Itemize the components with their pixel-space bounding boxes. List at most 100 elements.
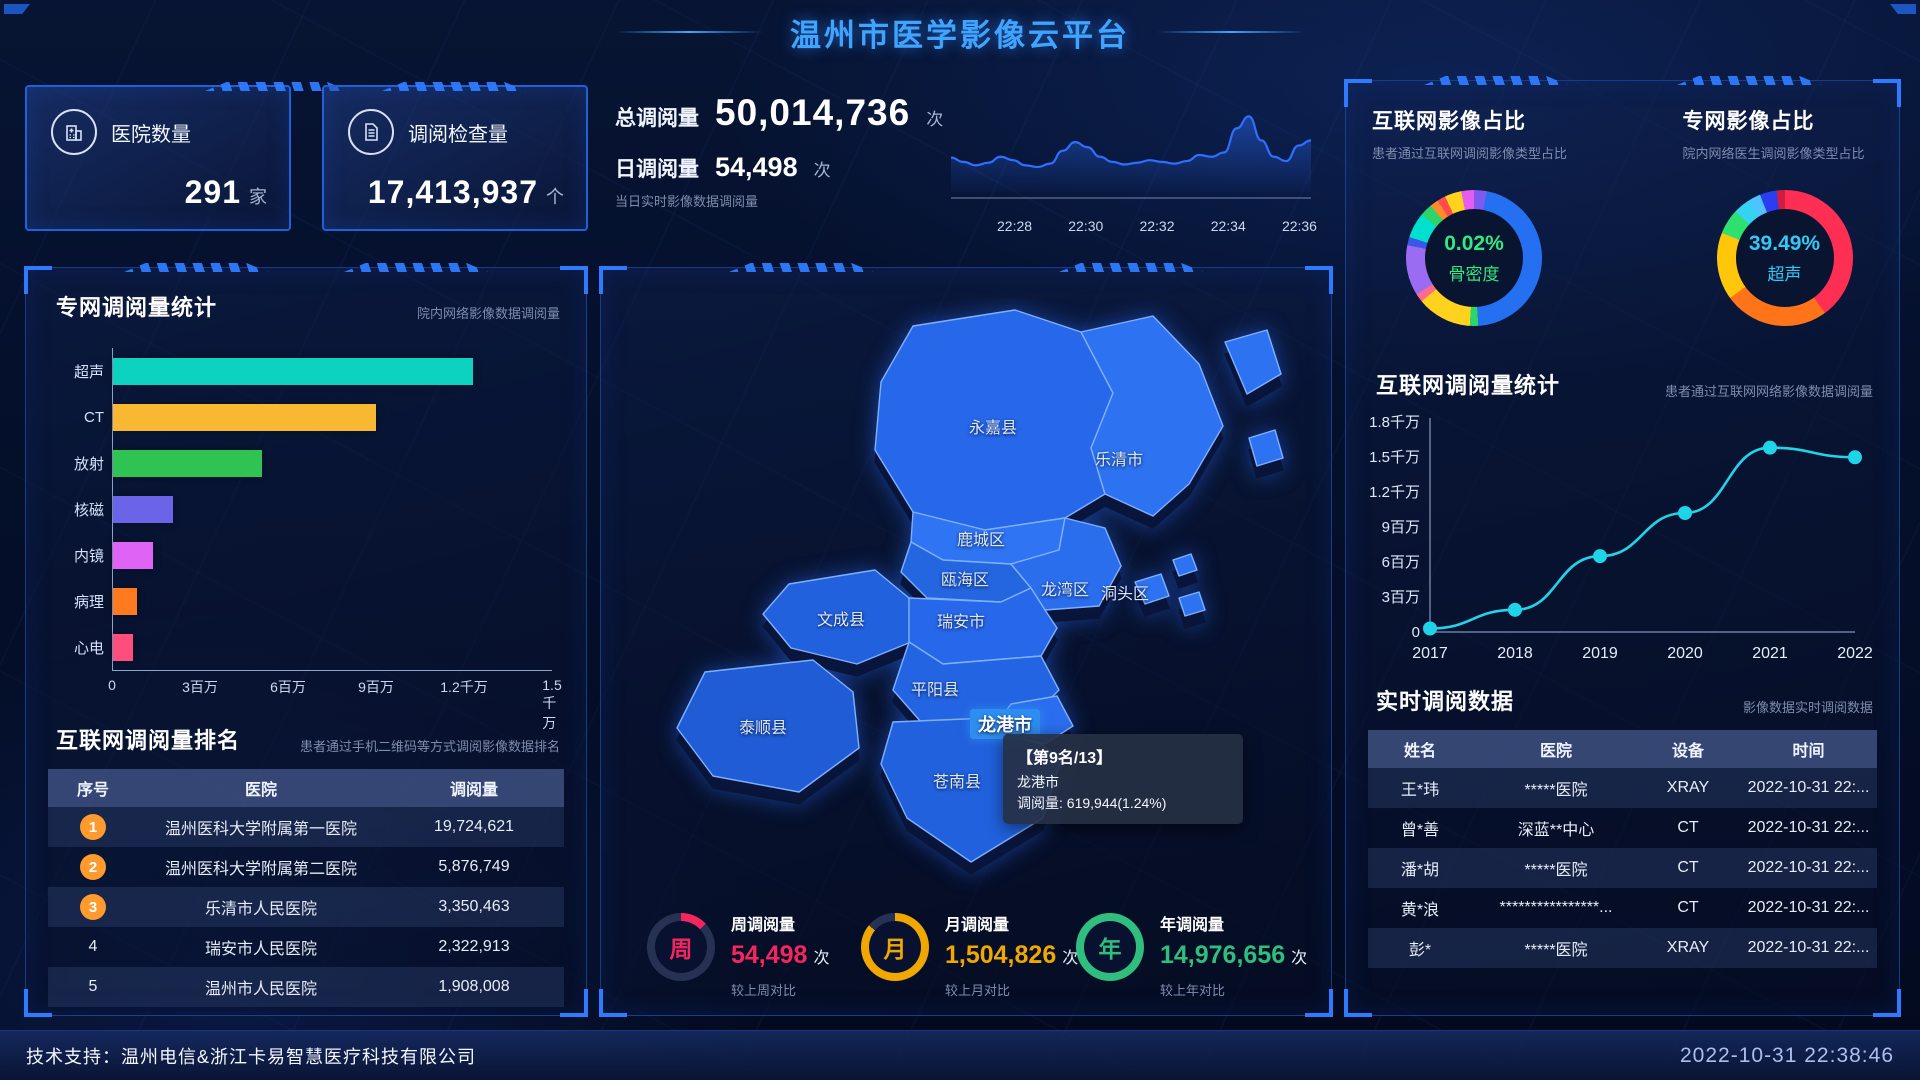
map-district-taishun[interactable] [676,659,860,793]
map-island[interactable] [1134,573,1170,605]
rank-cell: 4 [88,938,98,955]
gauge-compare: 较上月对比 [945,983,1011,998]
donut-section: 互联网影像占比 患者通过互联网调阅影像类型占比 0.02% 骨密度 专网影像占比… [1346,81,1899,326]
donut-title: 互联网影像占比 [1372,110,1526,133]
map-district-label: 文成县 [816,612,866,629]
time-cell: 2022-10-31 22:... [1747,859,1870,876]
value-cell: 5,876,749 [438,858,510,875]
tech-support-text: 技术支持：温州电信&浙江卡易智慧医疗科技有限公司 [26,1046,477,1067]
value-cell: 1,908,008 [438,978,510,995]
table-row: 黄*浪 ****************... CT 2022-10-31 22:..… [1368,888,1877,928]
hospital-cell: *****医院 [1524,862,1588,879]
table-row: 3 乐清市人民医院 3,350,463 [48,887,564,927]
sparkline-svg [950,115,1312,199]
bar-track [112,578,552,624]
rank-badge: 2 [80,854,106,880]
wenzhou-map [676,309,1284,863]
map-district-label: 乐清市 [1094,452,1144,469]
table-row: 彭* *****医院 XRAY 2022-10-31 22:... [1368,928,1877,968]
time-cell: 2022-10-31 22:... [1747,779,1870,796]
sparkline-time-axis: 22:28 22:30 22:32 22:34 22:36 [997,218,1317,234]
realtime-sparkline-chart: 22:28 22:30 22:32 22:34 22:36 [945,92,1317,234]
panel-top-decoration [344,263,488,272]
bar-row: 超声 [46,348,552,394]
tooltip-rank: 【第9名/13】 [1017,750,1113,767]
private-share-donut: 39.49% 超声 [1716,190,1853,326]
donut-center-value: 39.49% [1748,231,1821,255]
axis-tick: 22:34 [1210,218,1246,234]
gauge-value: 14,976,656 [1160,941,1286,969]
svg-text:2017: 2017 [1412,645,1448,662]
line-chart-title: 互联网调阅量统计 [1376,373,1561,398]
column-header: 设备 [1671,743,1704,760]
bar-row: 心电 [46,624,552,670]
tooltip-value: 调阅量: 619,944(1.24%) [1017,795,1167,811]
svg-text:2021: 2021 [1752,645,1788,662]
rank-cell: 1 [48,814,138,840]
device-cell: CT [1677,899,1699,916]
rank-cell: 5 [88,978,98,995]
svg-text:1.2千万: 1.2千万 [1369,484,1420,501]
bar-value [113,357,473,385]
private-bar-rows: 超声 CT 放射 核磁 内镜 病理 心电 [26,322,586,670]
gauge-value: 1,504,826 [945,941,1057,969]
axis-tick: 9百万 [358,679,394,695]
table-row: 4 瑞安市人民医院 2,322,913 [48,927,564,967]
table-row: 2 温州医科大学附属第二医院 5,876,749 [48,847,564,887]
header-line-left [614,31,764,33]
realtime-table-header: 姓名 医院 设备 时间 [1368,730,1877,768]
map-island[interactable] [1224,329,1282,395]
totals-block: 总调阅量 50,014,736 次 日调阅量 54,498 次 当日实时影像数据… [615,92,945,210]
bar-chart-title: 专网调阅量统计 [56,295,218,320]
patient-name-cell: 王*玮 [1400,782,1440,799]
bar-row: 核磁 [46,486,552,532]
internet-share-donut: 0.02% 骨密度 [1406,190,1542,326]
hospital-cell: 温州市人民医院 [204,981,317,998]
bar-value [113,495,173,523]
header-line-right [1156,31,1306,33]
year-ring: 年 [1076,913,1144,981]
map-island[interactable] [1248,429,1284,467]
svg-text:2022: 2022 [1837,645,1873,662]
hospital-cell: ****************... [1499,899,1613,916]
map-district-yongjia[interactable] [874,309,1114,531]
daily-retrievals-note: 当日实时影像数据调阅量 [615,194,759,209]
map-district-yueqing[interactable] [1080,315,1224,517]
donut-subtitle: 院内网络医生调阅影像类型占比 [1682,146,1865,161]
gauge-label: 年调阅量 [1160,917,1225,934]
bar-category-label: 病理 [73,593,104,611]
week-ring: 周 [647,913,715,981]
month-ring-char: 月 [869,921,921,973]
realtime-title: 实时调阅数据 [1376,689,1515,714]
map-island[interactable] [1178,591,1206,617]
total-retrievals-unit: 次 [926,110,944,129]
gauge-unit: 次 [1062,950,1079,967]
gauge-compare: 较上年对比 [1160,983,1226,998]
map-district-label: 瓯海区 [940,572,990,589]
axis-tick: 1.5千万 [542,677,562,731]
donut-subtitle: 患者通过互联网调阅影像类型占比 [1372,146,1568,161]
bar-category-label: 核磁 [73,501,104,519]
table-row: 王*玮 *****医院 XRAY 2022-10-31 22:... [1368,768,1877,808]
private-share-block: 专网影像占比 院内网络医生调阅影像类型占比 39.49% 超声 [1623,81,1900,326]
table-row: 1 温州医科大学附属第一医院 19,724,621 [48,807,564,847]
ranking-subtitle: 患者通过手机二维码等方式调阅影像数据排名 [299,739,560,754]
map-district-wencheng[interactable] [762,569,912,665]
map-district-label: 泰顺县 [738,720,788,737]
gauge-label: 周调阅量 [731,917,796,934]
realtime-subtitle: 影像数据实时调阅数据 [1742,700,1873,715]
map-island[interactable] [1172,553,1198,577]
donut-center-value: 0.02% [1444,231,1504,255]
bar-chart-subtitle: 院内网络影像数据调阅量 [416,306,560,321]
device-cell: CT [1677,819,1699,836]
svg-text:2020: 2020 [1667,645,1703,662]
svg-text:9百万: 9百万 [1382,519,1420,536]
rank-badge: 3 [80,894,106,920]
axis-tick: 22:28 [997,218,1033,234]
stat-card-label: 调阅检查量 [408,123,508,146]
bar-track [112,486,552,532]
footer: 技术支持：温州电信&浙江卡易智慧医疗科技有限公司 2022-10-31 22:3… [0,1030,1920,1080]
patient-name-cell: 潘*胡 [1400,862,1440,879]
realtime-table: 姓名 医院 设备 时间 王*玮 *****医院 XRAY 2022-10-31 22:… [1368,730,1877,968]
rank-cell: 3 [48,894,138,920]
